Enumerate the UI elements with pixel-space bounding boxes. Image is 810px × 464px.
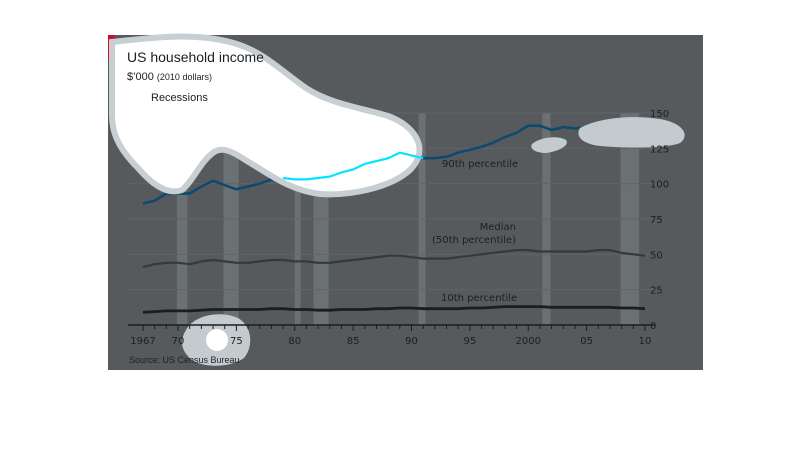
decorative-blotches: [109, 33, 685, 366]
subtitle-paren: (2010 dollars): [157, 72, 212, 82]
x-tick-label: 1967: [130, 336, 155, 347]
legend-recessions: Recessions: [151, 92, 208, 104]
x-tick-label: 95: [464, 336, 477, 347]
y-tick-label: 25: [650, 286, 663, 297]
y-tick-label: 150: [650, 109, 669, 120]
x-tick-label: 70: [172, 336, 185, 347]
small-blotch: [531, 137, 567, 153]
x-tick-label: 2000: [516, 336, 541, 347]
x-tick-label: 05: [580, 336, 593, 347]
source-note: Source: US Census Bureau: [129, 355, 240, 365]
chart-title: US household income: [127, 49, 264, 65]
large-white-blotch: [109, 33, 423, 198]
series-line: [142, 249, 646, 269]
x-tick-label: 85: [347, 336, 360, 347]
label-90th: 90th percentile: [442, 159, 518, 170]
y-tick-label: 125: [650, 144, 669, 155]
y-tick-label: 50: [650, 250, 663, 261]
label-10th: 10th percentile: [441, 293, 517, 304]
bottom-blotch-center: [206, 329, 228, 351]
x-tick-label: 90: [405, 336, 418, 347]
y-tick-label: 75: [650, 215, 663, 226]
series-line: [142, 305, 646, 314]
y-tick-label: 100: [650, 180, 669, 191]
subtitle-units: $’000: [127, 71, 154, 83]
x-tick-label: 10: [639, 336, 652, 347]
highlight-line: [282, 151, 424, 181]
y-tick-label: 0: [650, 321, 656, 332]
x-tick-label: 80: [288, 336, 301, 347]
x-tick-label: 75: [230, 336, 243, 347]
label-median: Median: [480, 222, 516, 233]
chart-subtitle: $’000 (2010 dollars): [127, 71, 212, 83]
label-median-sub: (50th percentile): [432, 235, 516, 246]
right-blotch: [578, 117, 685, 148]
